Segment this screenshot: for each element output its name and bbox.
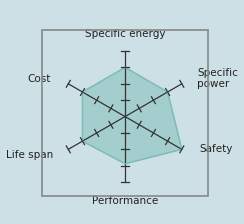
Polygon shape bbox=[82, 67, 182, 164]
Text: Performance: Performance bbox=[92, 196, 158, 206]
Text: Specific
power: Specific power bbox=[197, 68, 238, 89]
Text: Cost: Cost bbox=[28, 74, 51, 84]
Text: Safety: Safety bbox=[199, 144, 233, 154]
Text: Specific energy: Specific energy bbox=[85, 29, 165, 39]
Text: Life span: Life span bbox=[6, 149, 53, 159]
